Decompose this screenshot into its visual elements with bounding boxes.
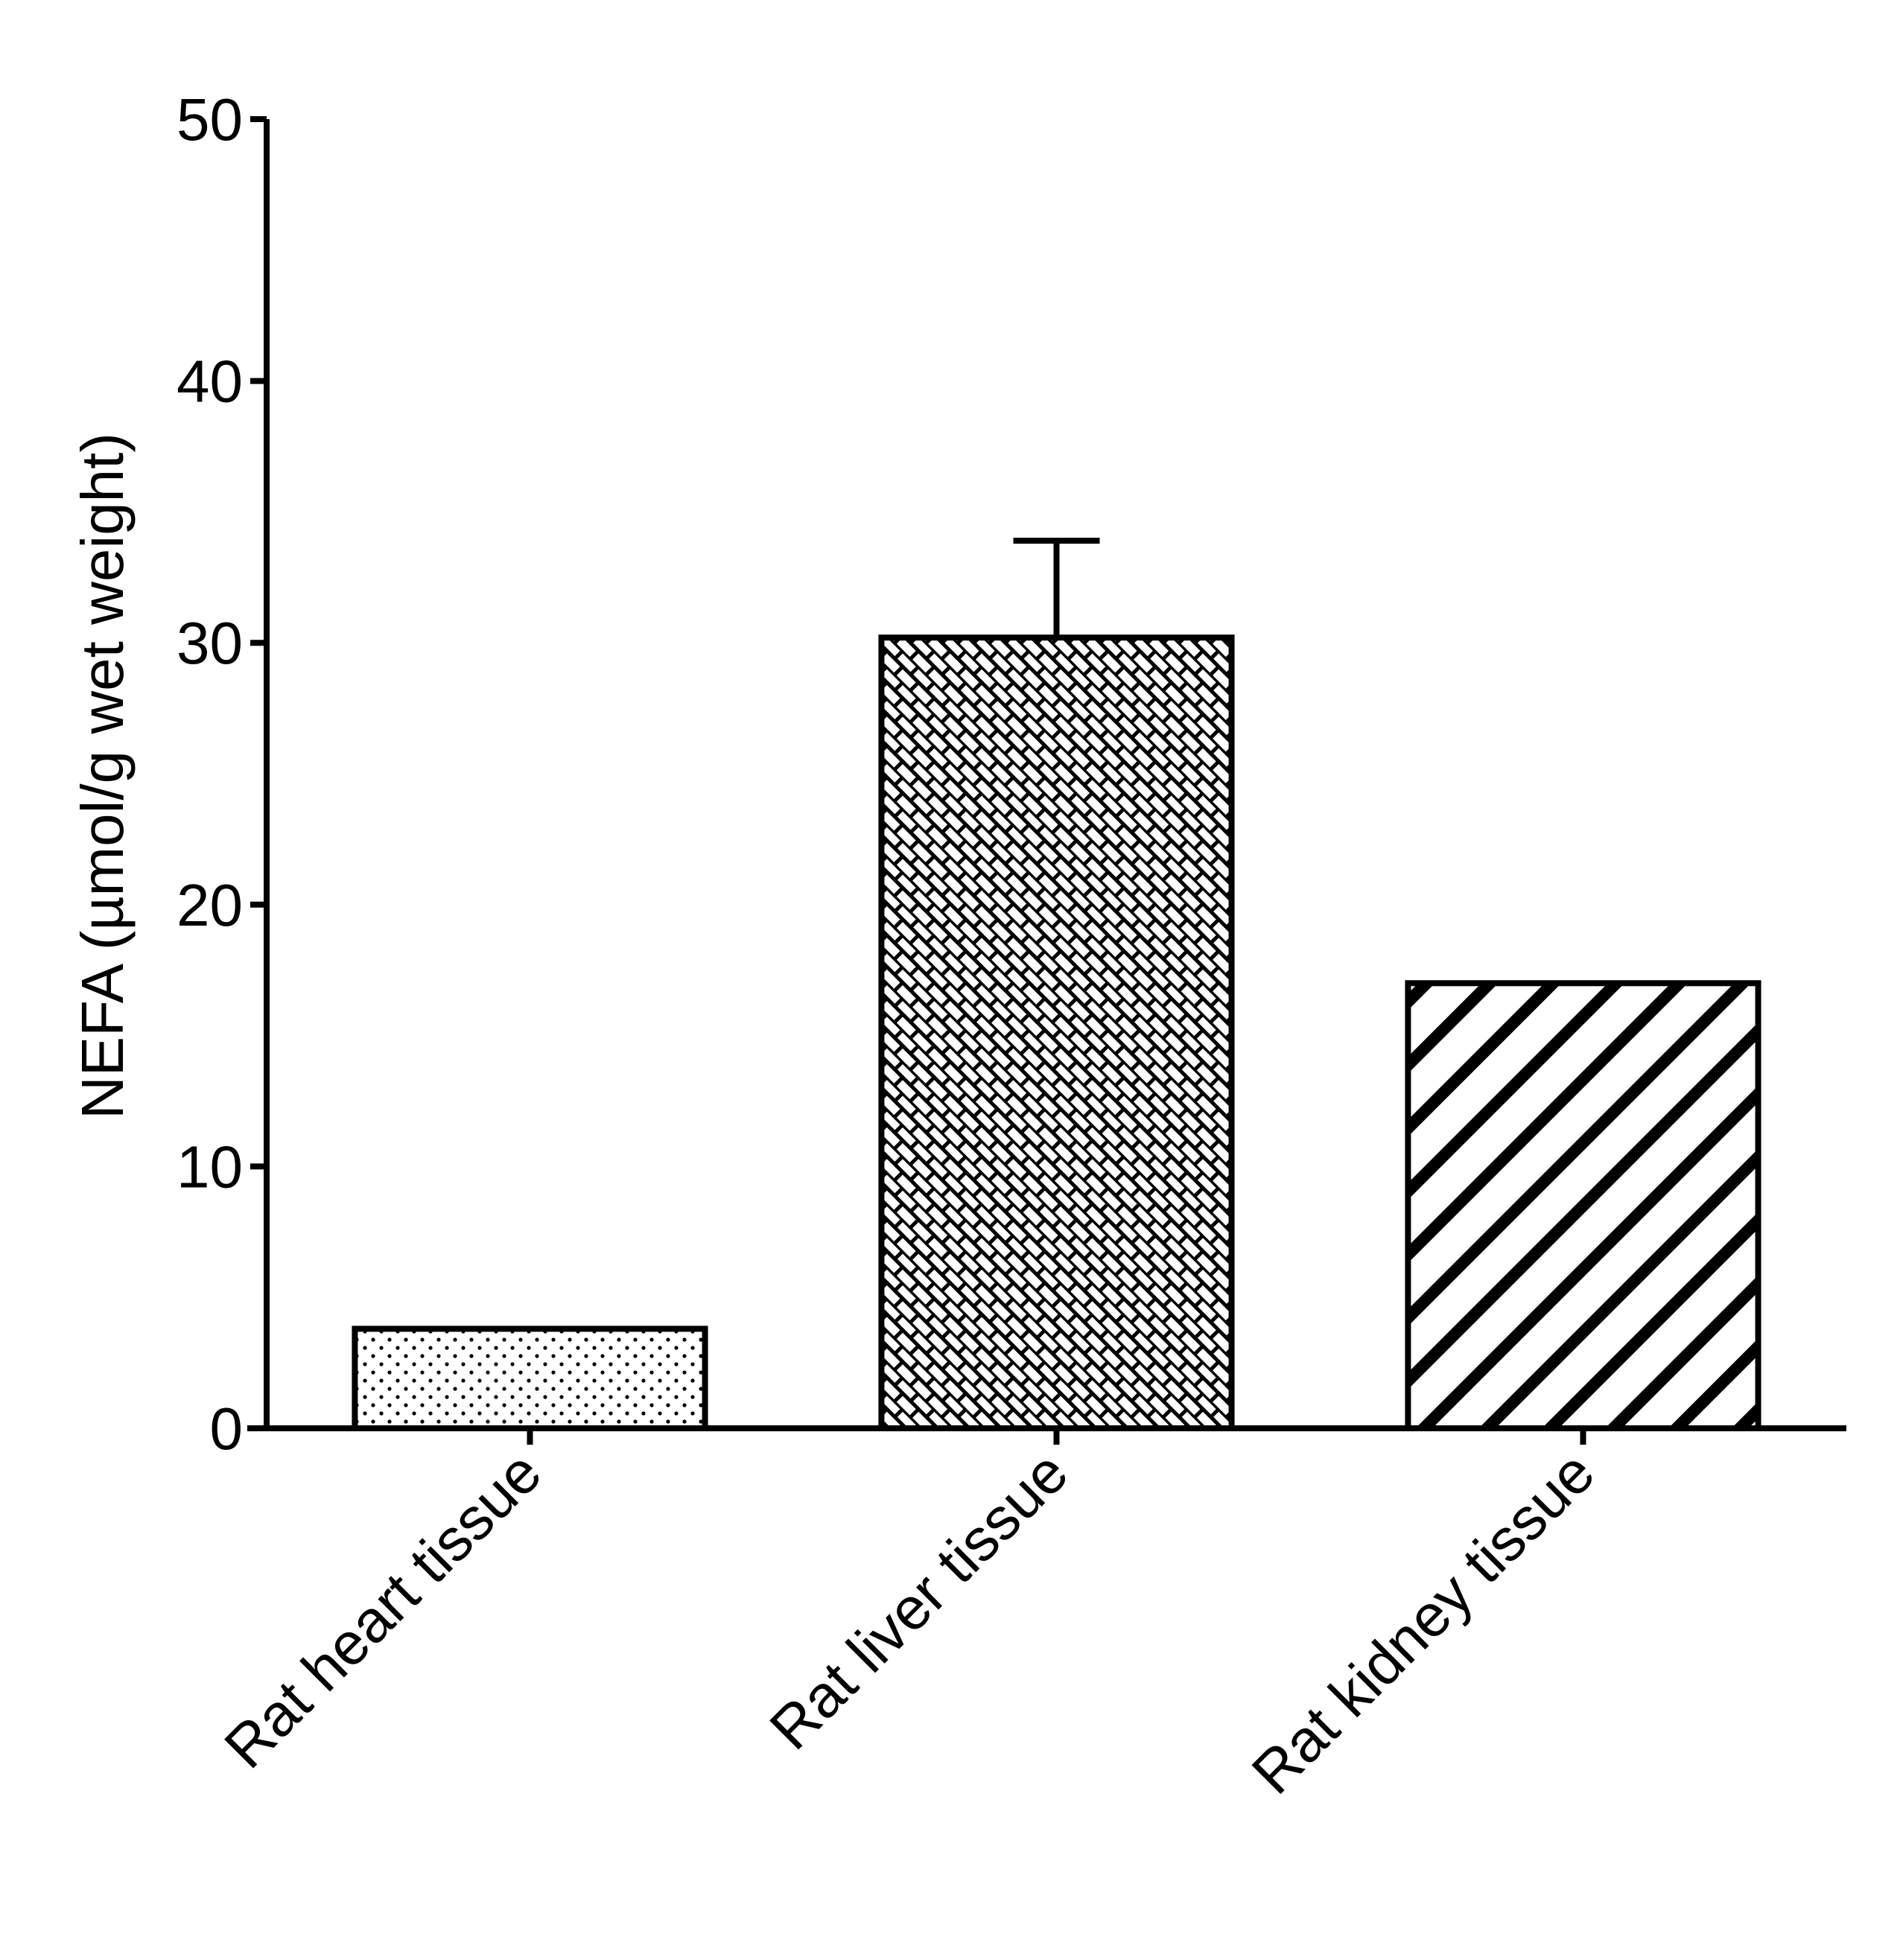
error-bar [1013, 538, 1100, 638]
bar [1405, 980, 1761, 1431]
bar [878, 634, 1235, 1432]
x-tick-label: Rat heart tissue [212, 1439, 553, 1781]
y-tick-label: 20 [177, 872, 243, 938]
bar [352, 1326, 708, 1431]
x-tick-label: Rat liver tissue [757, 1439, 1081, 1762]
y-tick-label: 50 [177, 86, 243, 153]
y-tick-label: 0 [210, 1396, 244, 1462]
y-tick-label: 40 [177, 349, 243, 415]
y-tick-label: 30 [177, 610, 243, 676]
y-tick-label: 10 [177, 1133, 243, 1200]
y-axis-label: NEFA (µmol/g wet weight) [69, 433, 136, 1119]
x-tick-label: Rat kidney tissue [1239, 1439, 1607, 1807]
